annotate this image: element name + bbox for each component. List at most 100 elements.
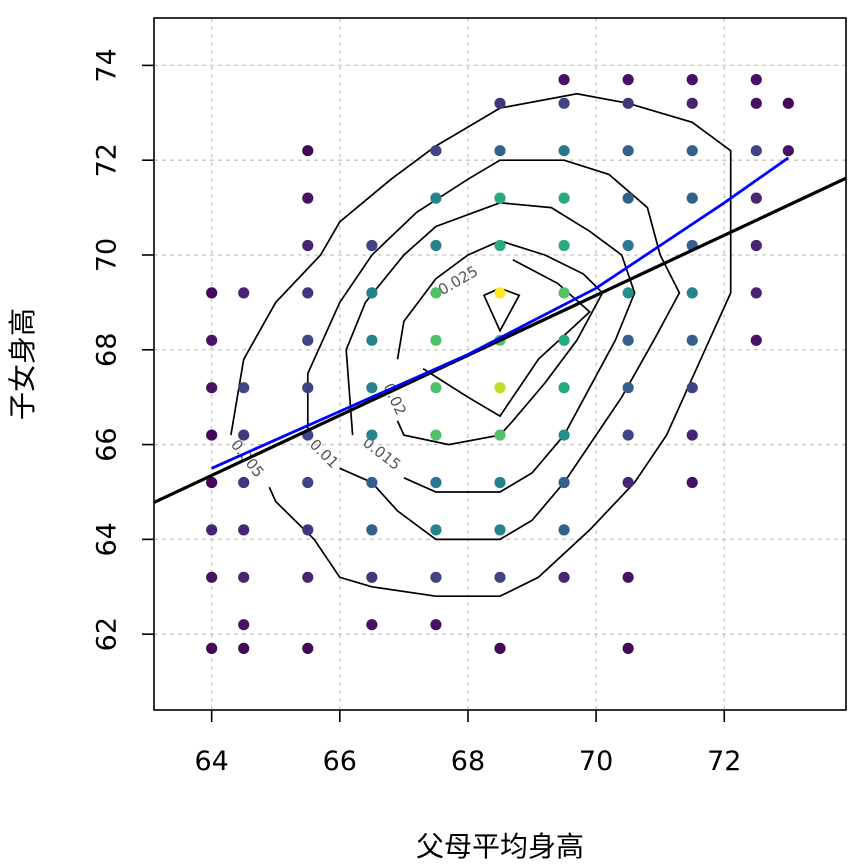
data-point xyxy=(206,382,218,394)
data-point xyxy=(430,145,442,157)
data-point xyxy=(206,571,218,583)
data-point xyxy=(494,642,506,654)
y-tick-label: 74 xyxy=(92,48,123,82)
data-point xyxy=(430,619,442,631)
data-point xyxy=(750,239,762,252)
data-point xyxy=(558,145,570,157)
y-axis-title: 子女身高 xyxy=(6,308,39,420)
data-point xyxy=(302,642,314,654)
data-point xyxy=(558,571,570,583)
data-point xyxy=(558,192,570,204)
data-point xyxy=(302,145,314,157)
data-point xyxy=(366,382,378,394)
data-point xyxy=(430,239,442,252)
data-point xyxy=(686,429,698,441)
data-point xyxy=(302,334,314,346)
data-point xyxy=(206,524,218,536)
plot-frame xyxy=(153,17,847,711)
data-point xyxy=(366,619,378,631)
data-point xyxy=(494,571,506,583)
data-point xyxy=(494,429,506,441)
data-point xyxy=(494,382,506,394)
data-point xyxy=(366,287,378,299)
data-point xyxy=(430,571,442,583)
data-point xyxy=(494,192,506,204)
data-point xyxy=(622,476,634,489)
data-point xyxy=(750,287,762,299)
data-point xyxy=(494,145,506,157)
data-point xyxy=(622,239,634,252)
y-tick-label: 64 xyxy=(92,522,123,556)
data-point xyxy=(238,571,250,583)
data-point xyxy=(206,429,218,441)
data-point xyxy=(206,287,218,299)
y-tick-label: 62 xyxy=(92,617,123,651)
data-point xyxy=(622,642,634,654)
x-axis: 64 66 68 70 72 xyxy=(194,710,741,777)
data-point xyxy=(558,524,570,536)
x-axis-title: 父母平均身高 xyxy=(416,830,584,863)
data-point xyxy=(238,382,250,394)
data-point xyxy=(430,287,442,299)
contour-line xyxy=(482,287,521,333)
data-point xyxy=(430,476,442,489)
data-point xyxy=(430,382,442,394)
data-point xyxy=(238,287,250,299)
data-point xyxy=(750,145,762,157)
data-point xyxy=(238,642,250,654)
y-tick-label: 72 xyxy=(92,143,123,177)
contour-line xyxy=(230,92,732,598)
fit-line xyxy=(153,176,847,504)
data-point xyxy=(622,334,634,346)
data-point xyxy=(622,97,634,109)
data-point xyxy=(430,524,442,536)
data-point xyxy=(750,192,762,204)
data-point xyxy=(686,334,698,346)
data-point xyxy=(622,382,634,394)
data-points xyxy=(206,74,794,654)
data-point xyxy=(622,287,634,299)
y-tick-label: 68 xyxy=(92,333,123,367)
data-point xyxy=(750,334,762,346)
x-tick-label: 70 xyxy=(579,746,613,777)
data-point xyxy=(430,334,442,346)
x-tick-label: 66 xyxy=(323,746,357,777)
data-point xyxy=(238,619,250,631)
contour-line xyxy=(345,201,636,493)
data-point xyxy=(302,476,314,489)
x-tick-label: 72 xyxy=(707,746,741,777)
data-point xyxy=(430,429,442,441)
data-point xyxy=(558,476,570,489)
data-point xyxy=(622,74,634,86)
data-point xyxy=(686,145,698,157)
data-point xyxy=(494,97,506,109)
data-point xyxy=(206,642,218,654)
data-point xyxy=(366,429,378,441)
data-point xyxy=(430,192,442,204)
data-point xyxy=(750,74,762,86)
contour-line xyxy=(306,159,681,541)
data-point xyxy=(366,476,378,489)
data-point xyxy=(366,571,378,583)
data-point xyxy=(558,239,570,252)
data-point xyxy=(686,476,698,489)
data-point xyxy=(686,382,698,394)
data-point xyxy=(558,429,570,441)
regression-lines xyxy=(153,156,847,504)
data-point xyxy=(558,382,570,394)
data-point xyxy=(302,571,314,583)
fit-line xyxy=(211,156,790,470)
x-tick-label: 64 xyxy=(194,746,228,777)
data-point xyxy=(302,287,314,299)
y-tick-label: 70 xyxy=(92,238,123,272)
data-point xyxy=(494,476,506,489)
data-point xyxy=(750,97,762,109)
data-point xyxy=(558,287,570,299)
data-point xyxy=(686,74,698,86)
x-tick-label: 68 xyxy=(451,746,485,777)
data-point xyxy=(622,571,634,583)
data-point xyxy=(238,524,250,536)
data-point xyxy=(782,97,794,109)
data-point xyxy=(686,287,698,299)
